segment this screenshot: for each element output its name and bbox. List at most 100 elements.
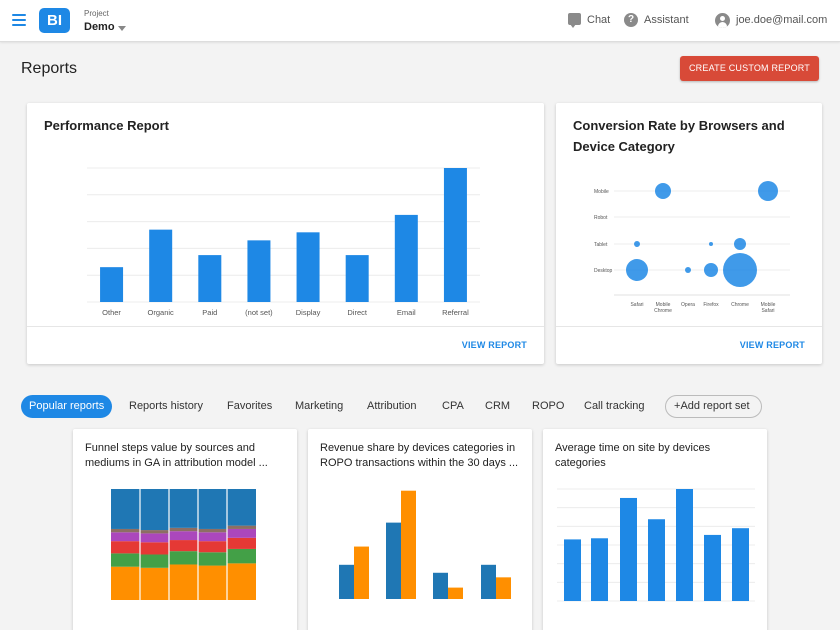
user-email[interactable]: joe.doe@mail.com (736, 14, 828, 26)
bar (339, 564, 354, 599)
stacked-segment (198, 552, 227, 566)
bubble (734, 238, 746, 250)
bubble (723, 253, 757, 287)
app-logo[interactable]: BI (39, 8, 70, 33)
create-custom-report-button[interactable]: CREATE CUSTOM REPORT (680, 56, 819, 81)
tab-attribution[interactable]: Attribution (367, 400, 417, 412)
card-footer: VIEW REPORT (556, 326, 822, 364)
bar (149, 229, 173, 302)
view-report-link[interactable]: VIEW REPORT (461, 340, 527, 350)
stacked-segment (140, 533, 169, 543)
stacked-segment (227, 537, 256, 549)
bar (481, 564, 496, 599)
help-icon[interactable]: ? (624, 13, 638, 27)
stacked-segment (140, 554, 169, 568)
tick-label: Other (102, 308, 121, 317)
bubble (709, 242, 713, 246)
account-icon[interactable] (715, 13, 730, 28)
bubble (626, 259, 648, 281)
stacked-segment (169, 564, 198, 600)
grouped-bar-chart (339, 490, 511, 599)
bar (386, 522, 401, 599)
stacked-segment (140, 489, 169, 531)
stacked-segment (111, 528, 140, 533)
report-card-title-line-1: Revenue share by devices categories in (320, 442, 516, 454)
stacked-segment (111, 532, 140, 542)
stacked-segment (198, 489, 227, 529)
tick-label: Referral (442, 308, 469, 317)
stacked-segment (227, 563, 256, 600)
stacked-segment (227, 548, 256, 564)
project-selector[interactable]: Demo (84, 21, 115, 33)
performance-bar-chart: Other Organic Paid (not set) Display Direct Em… (87, 167, 480, 317)
tab-marketing[interactable]: Marketing (295, 400, 344, 412)
bar (198, 255, 222, 302)
report-card-title-line-2: categories (555, 457, 606, 469)
stacked-segment (169, 489, 198, 528)
tab-ropo[interactable]: ROPO (532, 400, 565, 412)
stacked-segment (198, 532, 227, 542)
tab-popular-reports[interactable]: Popular reports (21, 395, 113, 418)
stacked-segment (227, 489, 256, 526)
tick-label: (not set) (245, 308, 273, 317)
stacked-bar-chart (111, 489, 256, 600)
top-bar: BI Project Demo Chat ? Assistant joe.doe… (0, 0, 840, 42)
stacked-segment (227, 525, 256, 529)
bar (345, 255, 369, 302)
y-tick-label: Tablet (594, 242, 608, 248)
tab-call-tracking[interactable]: Call tracking (584, 400, 645, 412)
stacked-segment (169, 527, 198, 532)
x-tick-label: Chrome (654, 308, 672, 314)
bar (591, 538, 608, 601)
stacked-segment (169, 531, 198, 541)
chat-link[interactable]: Chat (587, 14, 611, 26)
bar (433, 572, 448, 599)
stacked-segment (111, 541, 140, 554)
tab-crm[interactable]: CRM (485, 400, 511, 412)
tick-label: Email (397, 308, 416, 317)
y-tick-label: Desktop (594, 268, 613, 274)
stacked-segment (198, 541, 227, 553)
stacked-segment (111, 566, 140, 600)
bar (296, 232, 320, 302)
bubble (655, 183, 671, 199)
y-tick-label: Mobile (594, 189, 609, 195)
stacked-segment (140, 542, 169, 555)
x-tick-label: Chrome (731, 302, 749, 308)
bar (620, 497, 637, 601)
chevron-down-icon[interactable] (118, 26, 126, 31)
bar (247, 240, 271, 302)
bar (676, 489, 693, 601)
bar (443, 168, 467, 302)
stacked-segment (140, 567, 169, 600)
bar (100, 267, 124, 302)
report-card-revenue-share[interactable]: Revenue share by devices categories in R… (308, 429, 532, 630)
report-card-title-line-1: Funnel steps value by sources and (85, 442, 255, 454)
report-card-title: Revenue share by devices categories in R… (320, 441, 520, 471)
hamburger-menu-icon[interactable] (12, 14, 26, 26)
tab-reports-history[interactable]: Reports history (129, 400, 203, 412)
chat-icon[interactable] (568, 13, 581, 28)
performance-report-card: Performance Report Other Organic Paid (not … (27, 103, 544, 364)
stacked-segment (169, 551, 198, 565)
bar-chart (557, 488, 755, 602)
card-title-line-1: Conversion Rate by Browsers and (573, 118, 785, 133)
add-report-set-button[interactable]: +Add report set (665, 395, 762, 418)
assistant-link[interactable]: Assistant (644, 14, 689, 26)
report-card-average-time[interactable]: Average time on site by devices categori… (543, 429, 767, 630)
card-footer: VIEW REPORT (27, 326, 544, 364)
tab-cpa[interactable]: CPA (442, 400, 464, 412)
bubble (758, 181, 778, 201)
tick-label: Display (296, 308, 321, 317)
x-tick-label: Firefox (703, 302, 719, 308)
bar (564, 539, 581, 601)
tab-favorites[interactable]: Favorites (227, 400, 273, 412)
bar (648, 519, 665, 601)
stacked-segment (198, 565, 227, 600)
report-card-funnel[interactable]: Funnel steps value by sources and medium… (73, 429, 297, 630)
card-title-line-2: Device Category (573, 139, 675, 154)
page-title: Reports (21, 60, 78, 77)
bar (704, 534, 721, 601)
stacked-segment (198, 528, 227, 533)
view-report-link[interactable]: VIEW REPORT (739, 340, 805, 350)
